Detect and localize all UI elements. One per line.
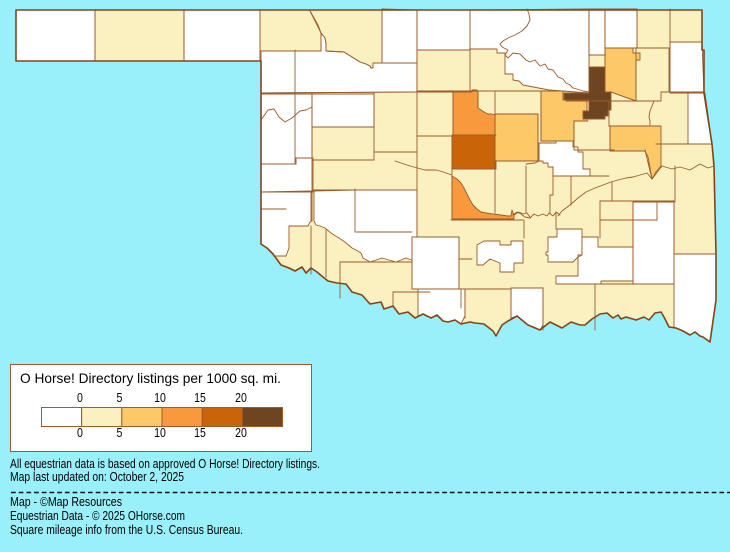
svg-text:5: 5 — [117, 425, 123, 440]
svg-text:All equestrian data is based o: All equestrian data is based on approved… — [10, 457, 320, 471]
svg-text:10: 10 — [154, 425, 166, 440]
svg-text:Map last updated on: October 2: Map last updated on: October 2, 2025 — [10, 470, 184, 484]
svg-text:O Horse! Directory listings pe: O Horse! Directory listings per 1000 sq.… — [20, 371, 281, 386]
svg-text:20: 20 — [235, 390, 247, 405]
svg-text:15: 15 — [194, 390, 206, 405]
svg-text:15: 15 — [194, 425, 206, 440]
svg-text:Square mileage info from the U: Square mileage info from the U.S. Census… — [10, 523, 243, 537]
svg-text:Equestrian Data - © 2025 OHors: Equestrian Data - © 2025 OHorse.com — [10, 509, 185, 523]
svg-text:10: 10 — [154, 390, 166, 405]
svg-text:5: 5 — [117, 390, 123, 405]
svg-text:Map - ©Map Resources: Map - ©Map Resources — [10, 495, 122, 509]
svg-text:0: 0 — [77, 425, 83, 440]
svg-text:20: 20 — [235, 425, 247, 440]
svg-text:0: 0 — [77, 390, 83, 405]
